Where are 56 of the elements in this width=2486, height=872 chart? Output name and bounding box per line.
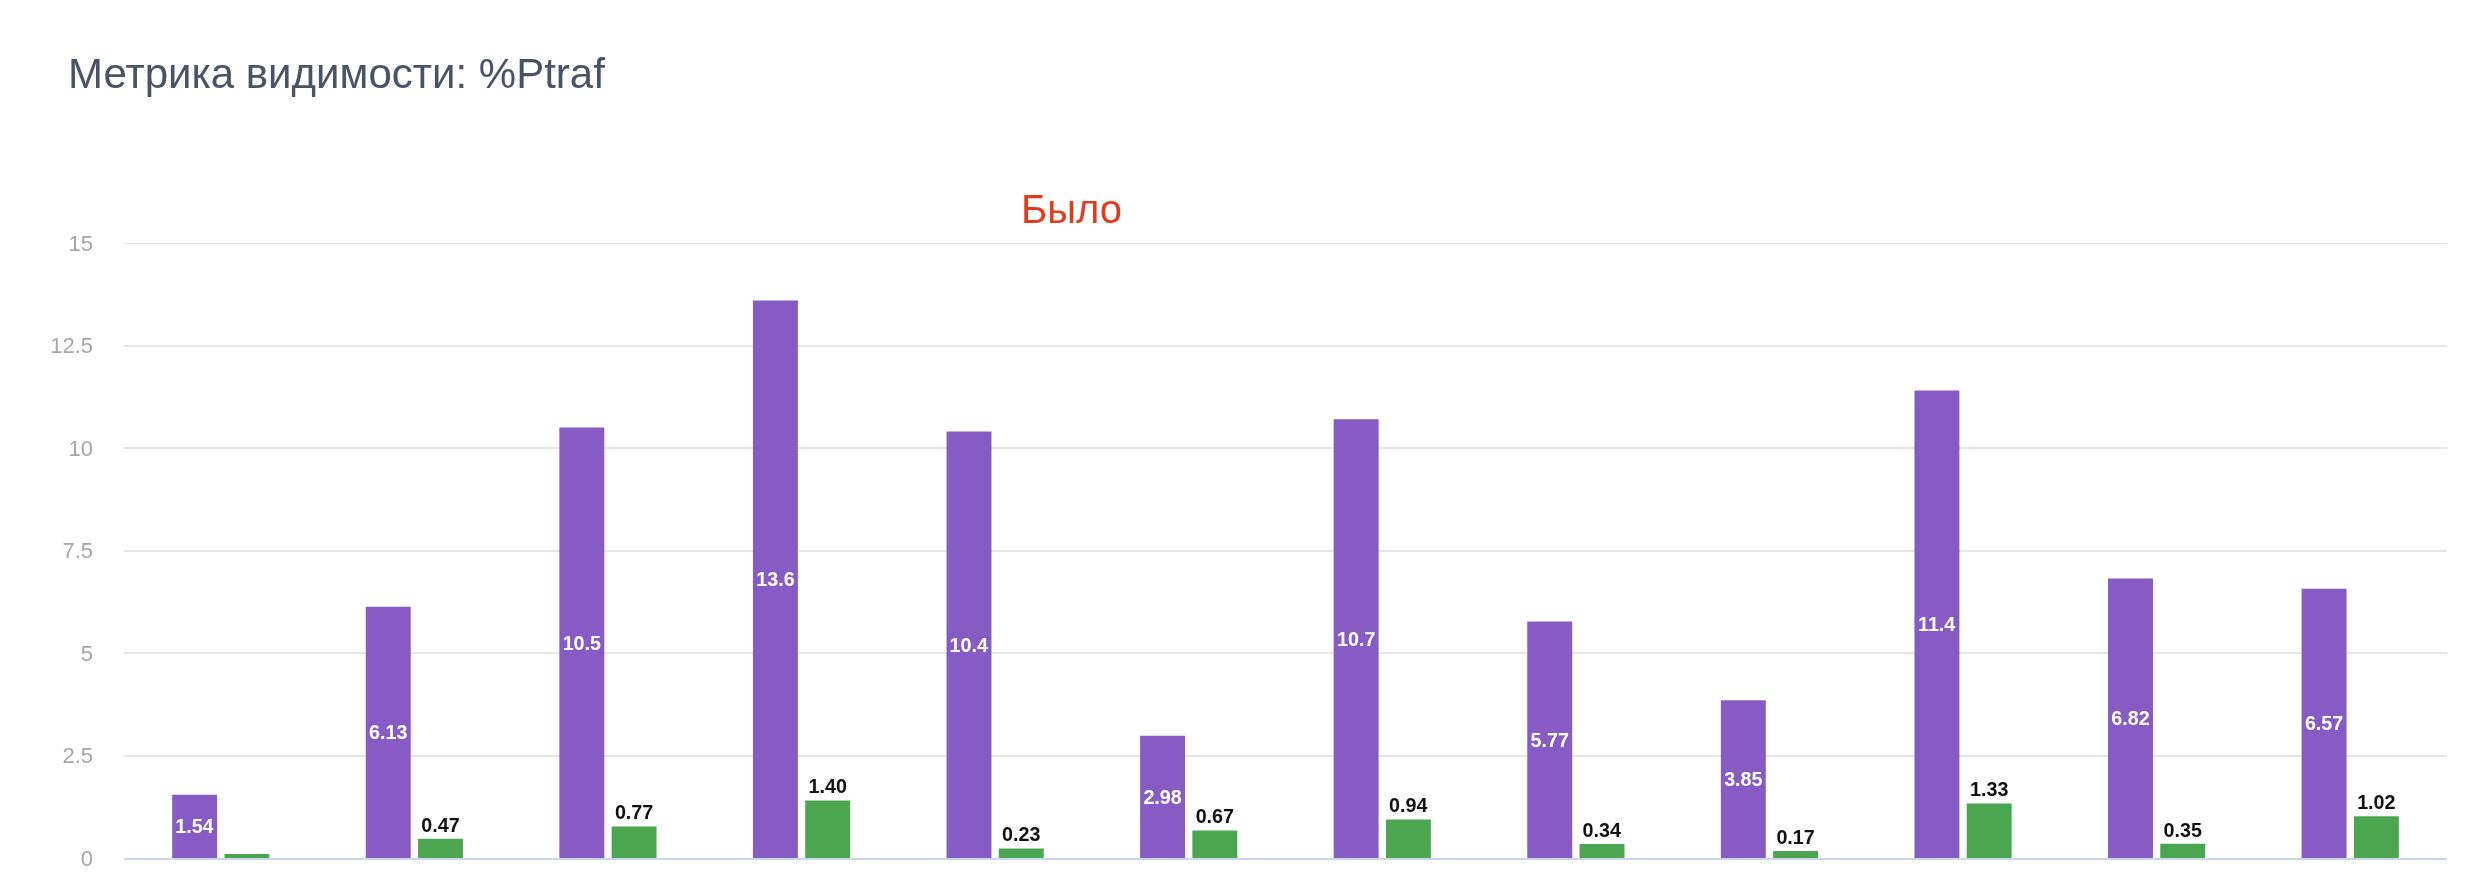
y-tick-label: 0 (80, 845, 93, 871)
data-label: 0.23 (1002, 823, 1041, 846)
bar (224, 853, 270, 858)
bar (559, 427, 605, 858)
data-label: 6.82 (2111, 707, 2150, 730)
data-label: 6.13 (369, 721, 408, 744)
data-label: 1.33 (1969, 778, 2009, 801)
bar (2301, 588, 2347, 858)
data-label: 0.47 (421, 813, 460, 836)
chart-title: Метрика видимости: %Ptraf (68, 49, 606, 97)
data-label: 5.77 (1530, 728, 1569, 751)
bar (2160, 843, 2206, 858)
data-label: 10.7 (1336, 627, 1376, 650)
data-label: 3.85 (1724, 768, 1763, 791)
data-label: 10.5 (562, 631, 602, 654)
data-label: 0.94 (1388, 794, 1428, 817)
bar (1914, 390, 1960, 858)
bar (1385, 819, 1431, 858)
bar (1140, 735, 1186, 858)
text: Было (1021, 187, 1123, 231)
y-tick-label: 12.5 (50, 333, 93, 359)
y-tick-label: 10 (68, 435, 93, 461)
data-label: 11.4 (1917, 613, 1956, 636)
data-label: 1.40 (808, 775, 847, 798)
bar (1720, 700, 1766, 858)
bar (805, 800, 851, 858)
data-label: 10.4 (949, 633, 988, 656)
data-label: 13.6 (756, 568, 795, 591)
data-label: 0.35 (2163, 818, 2202, 841)
bar (1333, 419, 1379, 858)
bar (611, 826, 657, 858)
bar (2353, 816, 2399, 858)
bar (2108, 578, 2153, 858)
data-label: 0.17 (1776, 825, 1815, 848)
data-label: 0.67 (1195, 805, 1235, 828)
y-tick-label: 7.5 (62, 538, 93, 564)
bar (946, 431, 992, 858)
y-tick-label: 15 (68, 230, 93, 256)
data-label: 1.54 (175, 815, 214, 838)
data-label: 1.02 (2357, 791, 2396, 814)
y-tick-label: 5 (80, 640, 93, 666)
bar (365, 606, 411, 858)
bar (1773, 851, 1819, 858)
bar (172, 794, 218, 858)
bar (1527, 621, 1573, 858)
bar (1192, 830, 1238, 858)
data-label: 6.57 (2304, 712, 2344, 735)
data-label: 0.34 (1582, 818, 1621, 841)
data-label: 0.77 (614, 801, 654, 824)
y-tick-label: 2.5 (62, 743, 93, 769)
data-label: 2.98 (1143, 785, 1182, 808)
bar (1579, 844, 1625, 858)
bar (1966, 803, 2012, 858)
bar (418, 838, 463, 858)
bar (998, 848, 1044, 858)
bar (752, 300, 798, 858)
